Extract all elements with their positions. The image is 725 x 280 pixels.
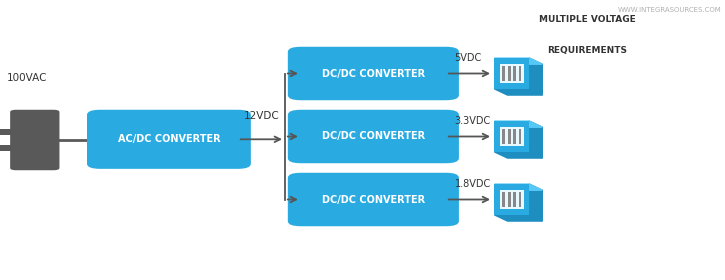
FancyBboxPatch shape <box>500 190 524 209</box>
Bar <box>507 66 510 81</box>
Text: 12VDC: 12VDC <box>244 111 279 120</box>
Text: REQUIREMENTS: REQUIREMENTS <box>547 46 627 55</box>
FancyBboxPatch shape <box>10 110 59 170</box>
Polygon shape <box>529 184 542 221</box>
Polygon shape <box>494 121 542 127</box>
Polygon shape <box>494 215 542 221</box>
Text: DC/DC CONVERTER: DC/DC CONVERTER <box>322 132 425 141</box>
Bar <box>518 192 521 207</box>
Text: DC/DC CONVERTER: DC/DC CONVERTER <box>322 69 425 78</box>
Bar <box>518 66 521 81</box>
Bar <box>513 66 516 81</box>
FancyBboxPatch shape <box>288 110 459 163</box>
Polygon shape <box>494 58 542 64</box>
Polygon shape <box>494 152 542 158</box>
Polygon shape <box>529 58 542 95</box>
Bar <box>507 129 510 144</box>
FancyBboxPatch shape <box>500 64 524 83</box>
Bar <box>0 129 16 135</box>
Text: 3.3VDC: 3.3VDC <box>455 116 491 126</box>
FancyBboxPatch shape <box>288 173 459 226</box>
Bar <box>502 192 505 207</box>
Bar <box>494 58 529 89</box>
FancyBboxPatch shape <box>500 127 524 146</box>
Text: 100VAC: 100VAC <box>7 73 48 83</box>
Bar <box>502 129 505 144</box>
Polygon shape <box>494 184 542 190</box>
Polygon shape <box>529 121 542 158</box>
FancyBboxPatch shape <box>87 110 251 169</box>
Text: 1.8VDC: 1.8VDC <box>455 179 491 189</box>
Bar <box>513 129 516 144</box>
Bar <box>513 192 516 207</box>
Bar <box>507 192 510 207</box>
Bar <box>494 184 529 215</box>
Text: AC/DC CONVERTER: AC/DC CONVERTER <box>117 134 220 144</box>
Bar <box>494 121 529 152</box>
Bar <box>502 66 505 81</box>
Text: WWW.INTEGRASOURCES.COM: WWW.INTEGRASOURCES.COM <box>618 7 721 13</box>
Text: DC/DC CONVERTER: DC/DC CONVERTER <box>322 195 425 204</box>
Bar <box>518 129 521 144</box>
Polygon shape <box>494 89 542 95</box>
Text: MULTIPLE VOLTAGE: MULTIPLE VOLTAGE <box>539 15 636 24</box>
Text: 5VDC: 5VDC <box>455 53 482 63</box>
Bar <box>0 145 16 151</box>
FancyBboxPatch shape <box>288 47 459 100</box>
